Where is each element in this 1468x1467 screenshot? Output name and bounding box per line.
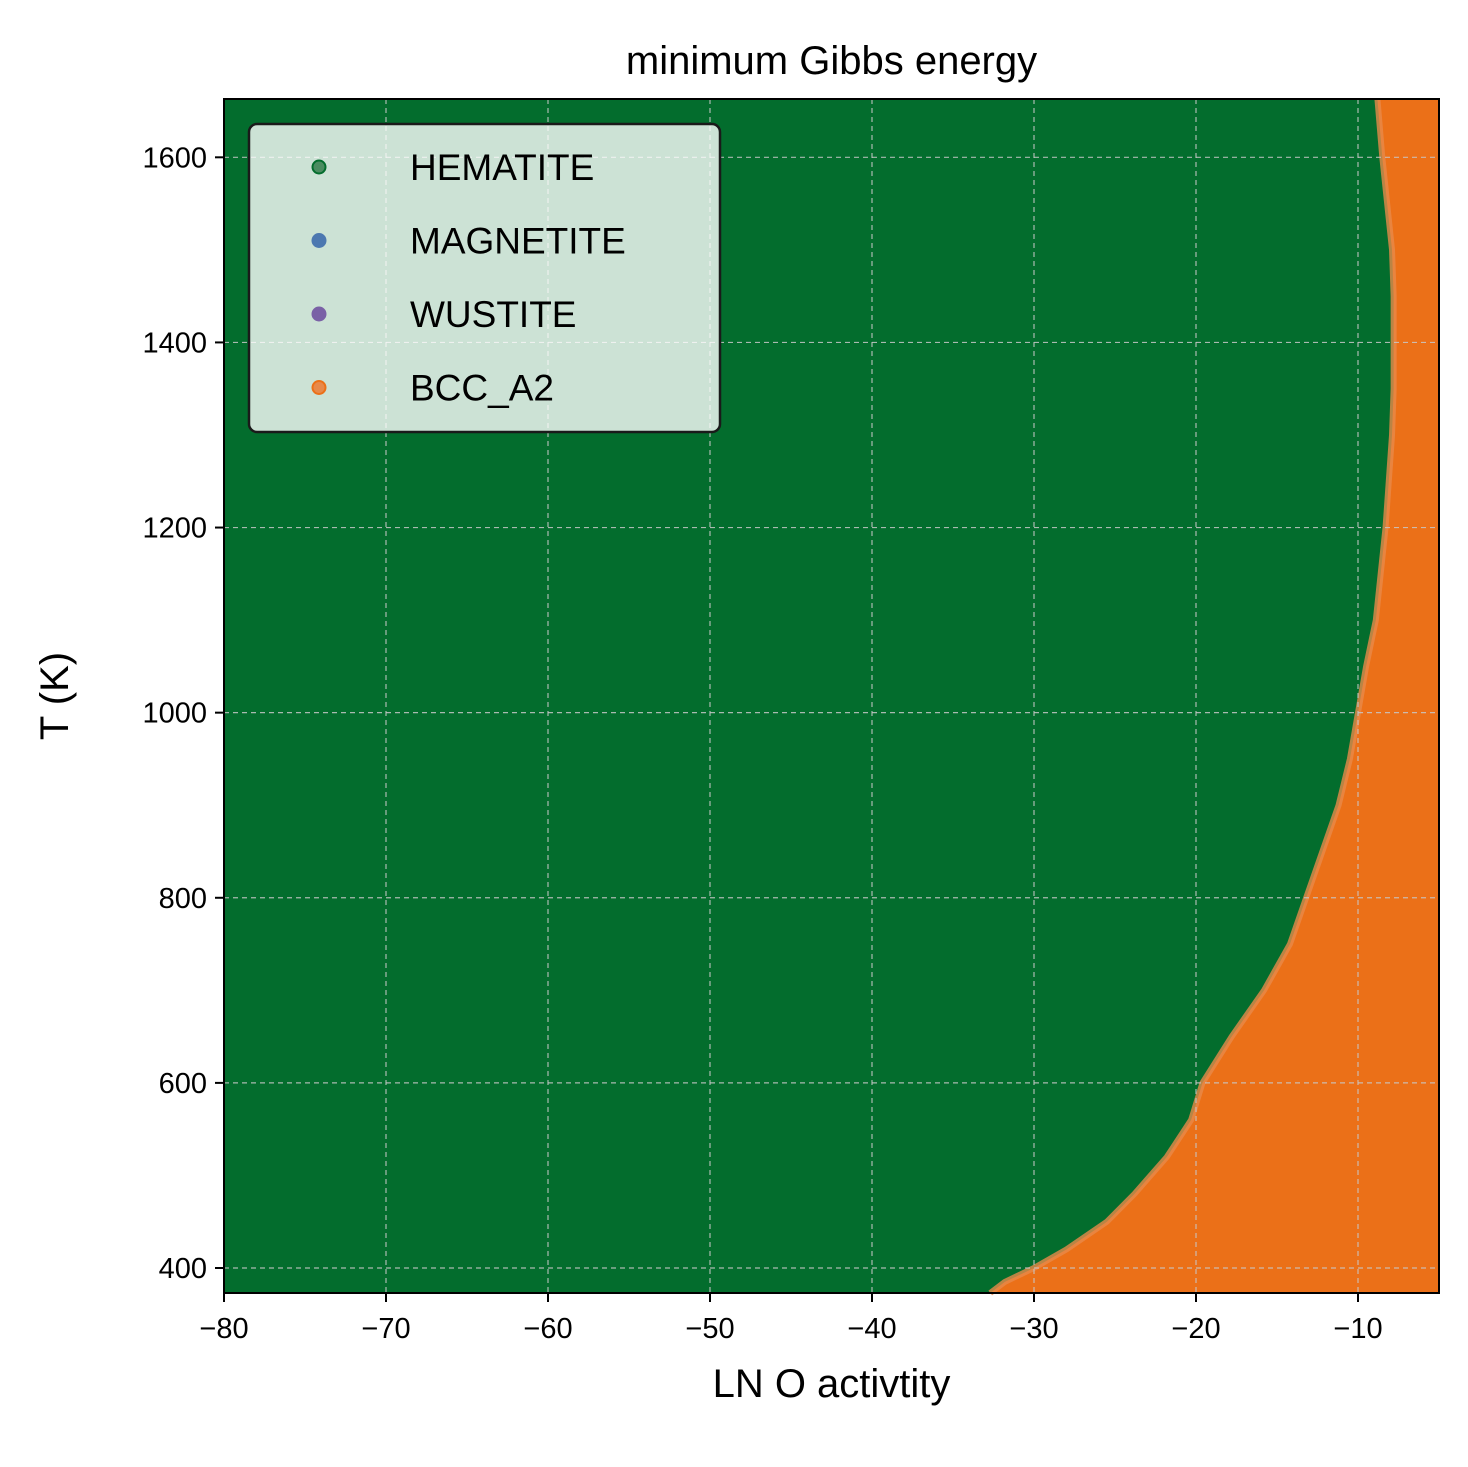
y-axis: 400 600 800 1000 1200 1400 1600: [142, 142, 224, 1285]
legend-box: [247, 122, 722, 434]
legend-marker-bcc-a2: [311, 380, 327, 395]
phase-boundary: [988, 98, 1397, 1296]
x-tick-label: −80: [199, 1313, 248, 1345]
legend-label-wustite: WUSTITE: [410, 294, 576, 335]
x-tick-label: −40: [847, 1313, 896, 1345]
y-tick-label: 400: [159, 1253, 207, 1285]
y-axis-title: T (K): [33, 652, 77, 740]
legend: HEMATITE MAGNETITE WUSTITE BCC_A2: [247, 122, 722, 434]
x-tick-label: −30: [1009, 1313, 1058, 1345]
y-tick-label: 800: [159, 883, 207, 915]
y-tick-label: 1400: [142, 327, 207, 359]
bcc-a2-region: [990, 99, 1439, 1293]
legend-label-bcc-a2: BCC_A2: [410, 368, 554, 409]
legend-marker-magnetite: [311, 233, 327, 248]
plot-frame: [223, 98, 1440, 1294]
legend-marker-hematite: [311, 159, 327, 175]
y-tick-label: 1200: [142, 513, 207, 545]
y-tick-label: 600: [159, 1068, 207, 1100]
y-tick-label: 1600: [142, 142, 207, 174]
x-axis-title: LN O activtity: [713, 1362, 951, 1406]
legend-marker-wustite: [311, 306, 327, 322]
x-tick-label: −60: [523, 1313, 572, 1345]
y-tick-label: 1000: [142, 698, 207, 730]
x-tick-label: −10: [1333, 1313, 1382, 1345]
x-tick-label: −50: [685, 1313, 734, 1345]
x-tick-label: −20: [1171, 1313, 1220, 1345]
chart-title: minimum Gibbs energy: [626, 39, 1037, 83]
legend-label-hematite: HEMATITE: [410, 147, 594, 188]
x-axis: −80 −70 −60 −50 −40 −30 −20 −10: [199, 1293, 1383, 1345]
legend-label-magnetite: MAGNETITE: [410, 221, 626, 262]
x-tick-label: −70: [361, 1313, 410, 1345]
